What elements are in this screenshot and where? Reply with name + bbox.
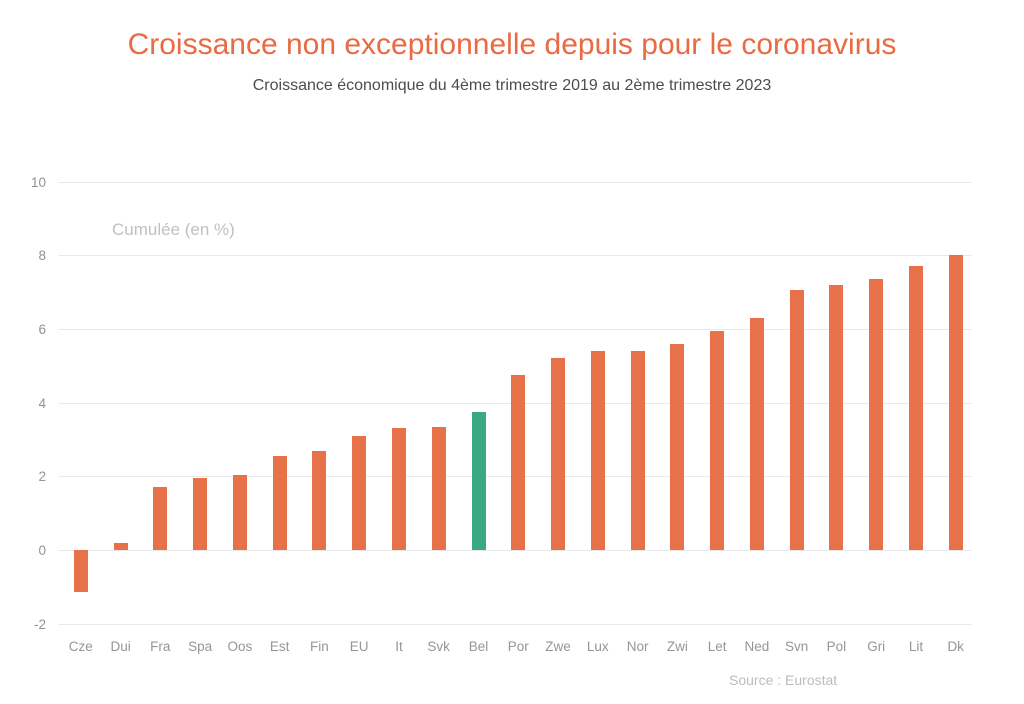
x-tick-label-dui: Dui	[110, 639, 131, 654]
y-tick-label: 0	[38, 543, 46, 558]
bar-por	[511, 375, 526, 550]
bar-ned	[749, 317, 764, 550]
bar-zwe	[551, 358, 565, 550]
x-tick-label-lit: Lit	[908, 639, 924, 654]
bar-bel	[471, 411, 486, 550]
gridline-y-10	[59, 181, 972, 183]
y-tick-label: 8	[38, 248, 46, 264]
x-tick-label-bel: Bel	[468, 639, 489, 654]
bar-oos	[232, 474, 247, 550]
x-tick-label-ned: Ned	[744, 639, 770, 654]
x-tick-label-pol: Pol	[826, 639, 847, 654]
gridline-y--2	[59, 623, 972, 625]
x-tick-label-svk: Svk	[427, 639, 450, 654]
bar-spa	[193, 478, 208, 550]
x-tick-label-oos: Oos	[227, 639, 253, 654]
chart-title: Croissance non exceptionnelle depuis pou…	[127, 28, 897, 61]
bar-fra	[153, 487, 168, 550]
x-tick-label-spa: Spa	[188, 639, 213, 654]
bar-dk	[948, 255, 963, 550]
x-tick-label-let: Let	[707, 639, 727, 654]
bar-cze	[73, 550, 88, 593]
bar-gri	[869, 279, 884, 550]
gridline-y-6	[59, 328, 972, 330]
series-label: Cumulée (en %)	[112, 220, 235, 239]
bar-lit	[909, 266, 923, 550]
x-tick-label-fin: Fin	[310, 639, 329, 654]
x-tick-label-it: It	[395, 639, 403, 654]
bar-pol	[829, 284, 844, 550]
x-tick-label-eu: EU	[349, 639, 369, 654]
x-tick-label-zwi: Zwi	[666, 639, 688, 654]
bar-nor	[630, 351, 645, 550]
y-tick-label: -2	[33, 616, 46, 632]
x-tick-label-fra: Fra	[150, 639, 171, 654]
x-tick-label-zwe: Zwe	[545, 639, 571, 654]
x-tick-label-cze: Cze	[68, 639, 93, 654]
gridline-y-8	[59, 255, 972, 257]
y-tick-label: 6	[38, 321, 46, 337]
bar-svk	[431, 426, 446, 550]
bar-svn	[789, 290, 804, 550]
x-tick-label-gri: Gri	[867, 639, 886, 654]
x-tick-label-dk: Dk	[947, 639, 964, 654]
bar-zwi	[670, 343, 685, 550]
x-tick-label-lux: Lux	[586, 639, 609, 654]
y-tick-label: 10	[30, 174, 46, 190]
y-tick-label: 4	[38, 395, 46, 411]
x-tick-label-nor: Nor	[626, 639, 649, 654]
x-tick-label-svn: Svn	[785, 639, 809, 654]
bar-est	[272, 456, 287, 550]
x-tick-label-por: Por	[507, 639, 529, 654]
bar-it	[392, 428, 406, 550]
gridline-y-0	[59, 550, 972, 551]
chart-subtitle: Croissance économique du 4ème trimestre …	[252, 77, 772, 94]
bar-dui	[113, 542, 128, 550]
x-tick-label-est: Est	[269, 639, 290, 654]
bar-lux	[590, 351, 605, 550]
bar-let	[710, 330, 725, 550]
source-note: Source : Eurostat	[729, 672, 838, 688]
bar-eu	[352, 435, 367, 550]
y-tick-label: 2	[38, 469, 46, 485]
bar-fin	[312, 450, 327, 550]
